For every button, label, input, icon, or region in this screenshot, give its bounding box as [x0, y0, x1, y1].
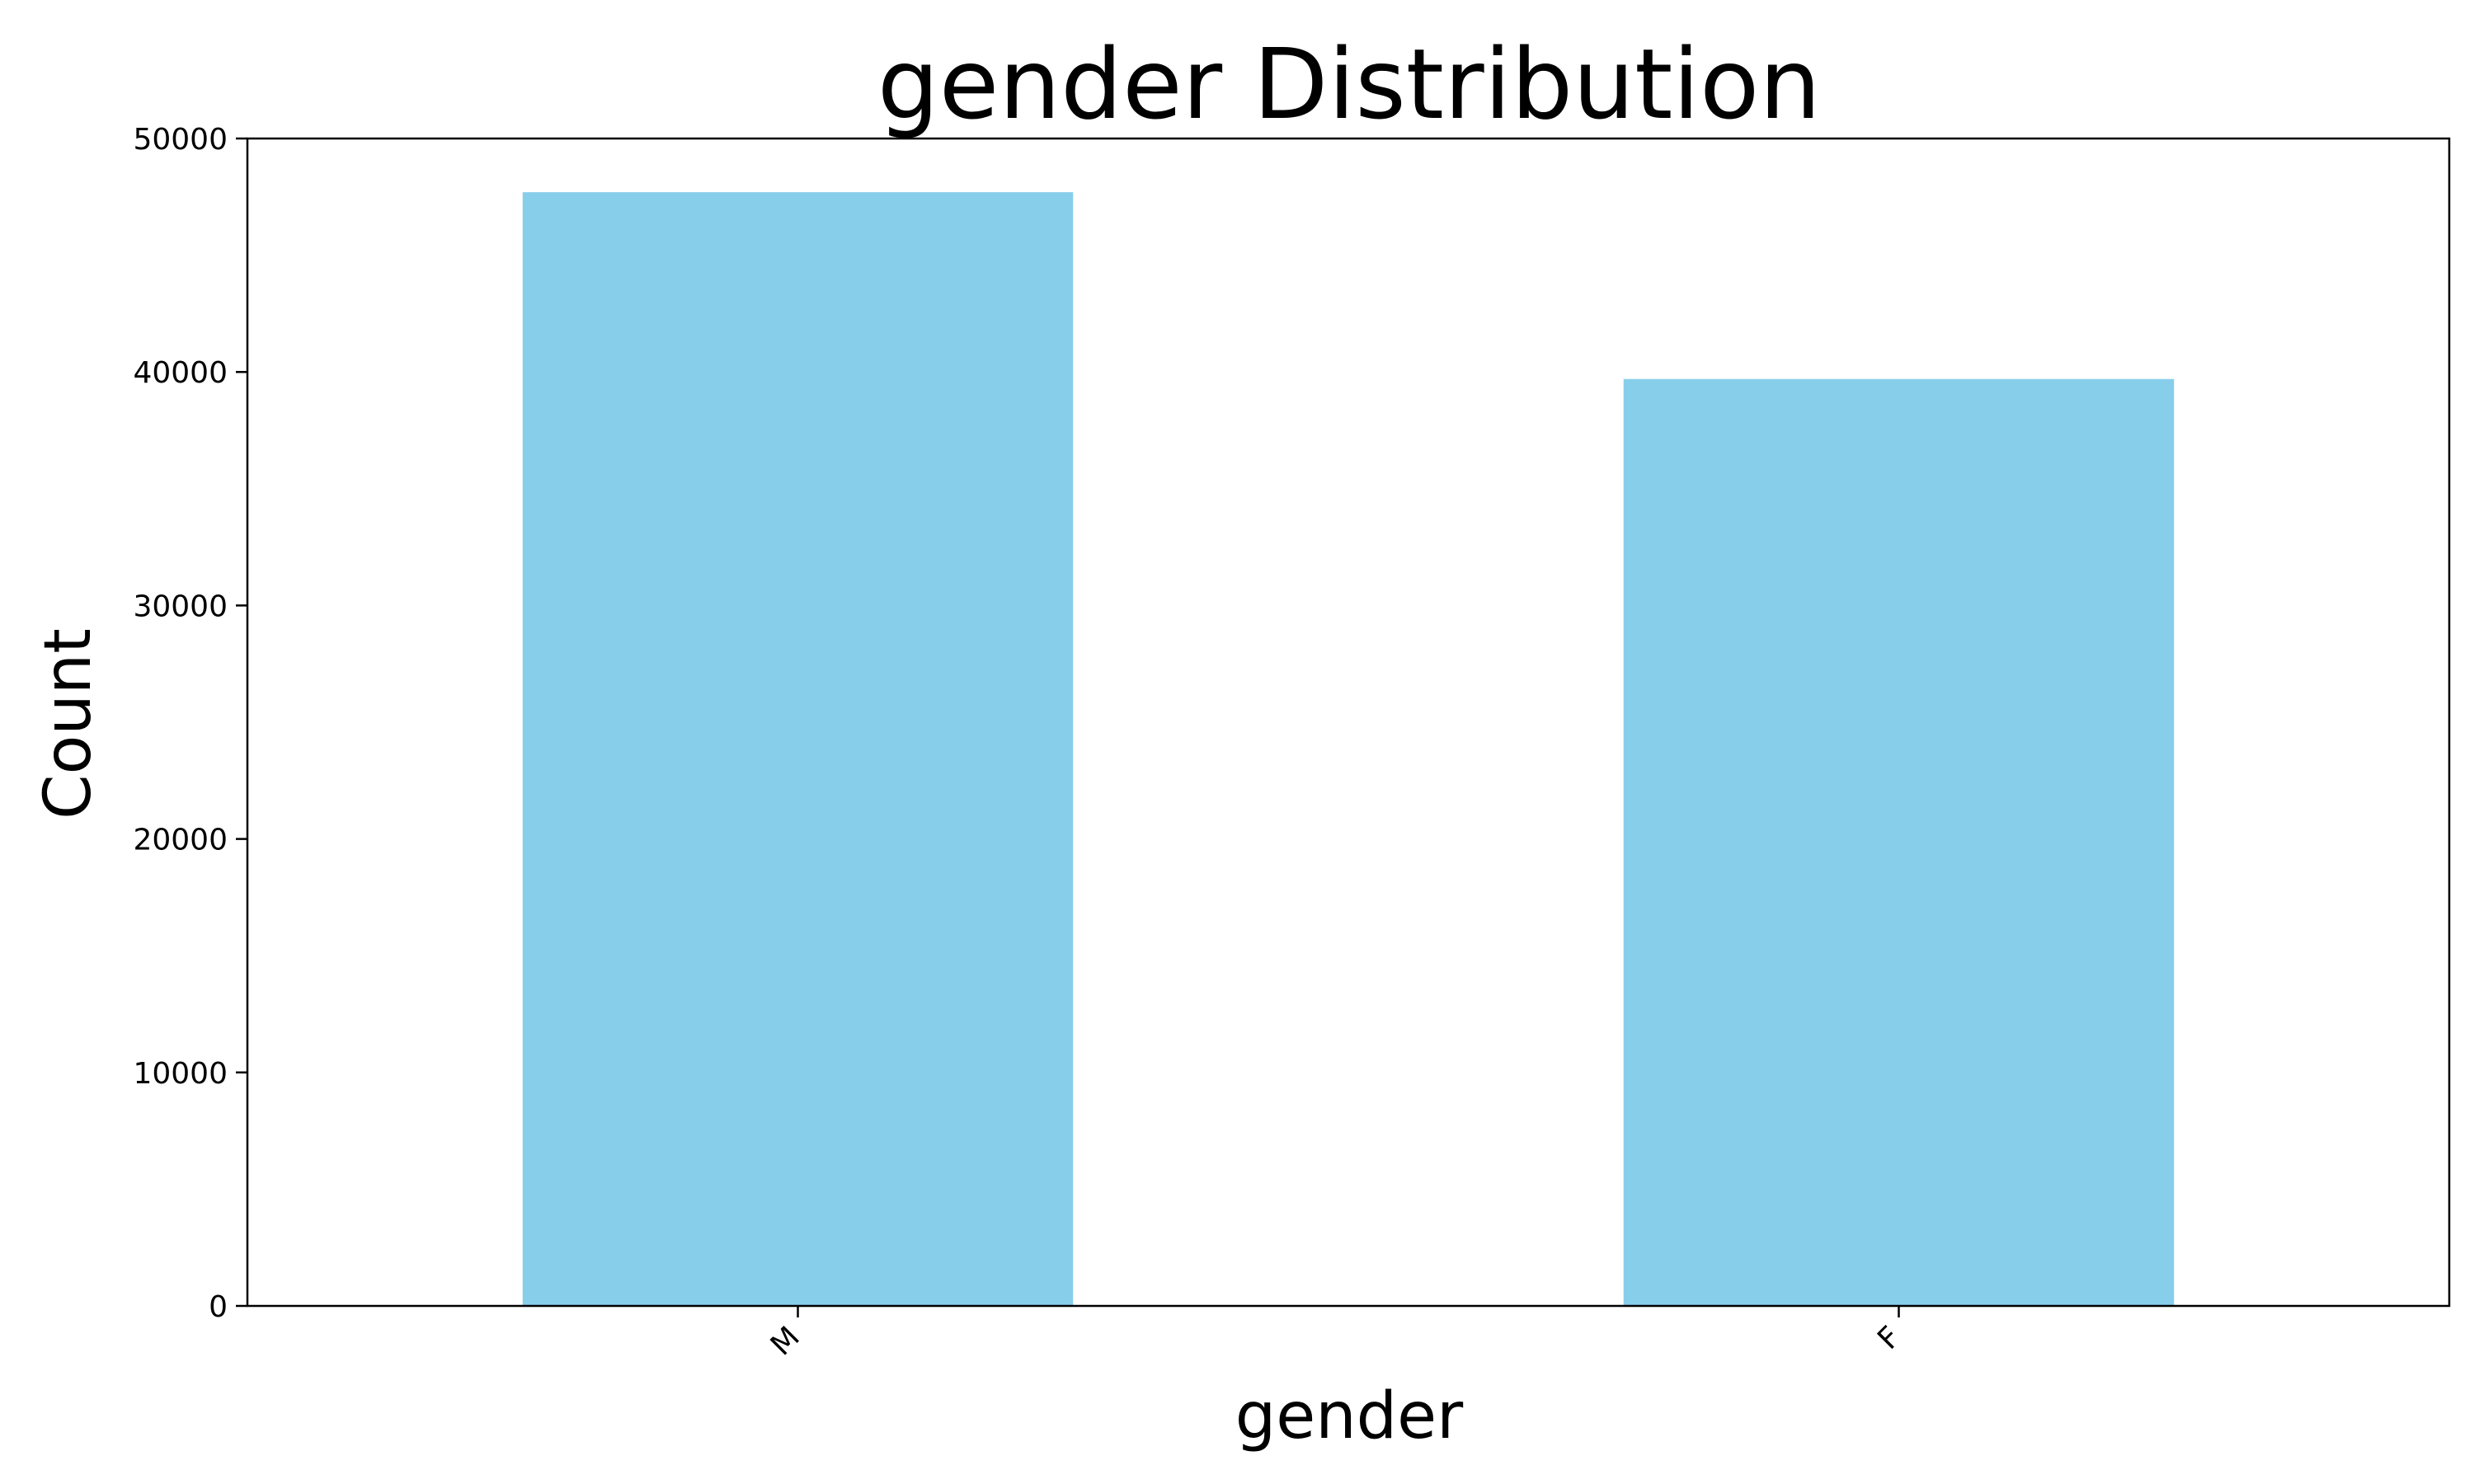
y-tick-label: 20000 [133, 824, 228, 857]
y-tick-label: 50000 [133, 123, 228, 157]
y-tick-label: 10000 [133, 1057, 228, 1091]
x-axis-label: gender [1235, 1379, 1464, 1453]
y-axis-label: Count [31, 628, 106, 819]
x-tick-label: M [764, 1320, 807, 1362]
x-tick-label: F [1871, 1320, 1907, 1356]
y-tick-label: 40000 [133, 356, 228, 390]
y-axis-ticks: 0 10000 20000 30000 40000 50000 [133, 123, 247, 1324]
bar-f [1623, 378, 2175, 1306]
plot-frame [246, 137, 2451, 1308]
bars [522, 192, 2175, 1307]
bar-m [522, 192, 1074, 1307]
chart-title: gender Distribution [877, 27, 1821, 141]
y-tick-label: 0 [209, 1290, 228, 1324]
y-tick-label: 30000 [133, 589, 228, 623]
